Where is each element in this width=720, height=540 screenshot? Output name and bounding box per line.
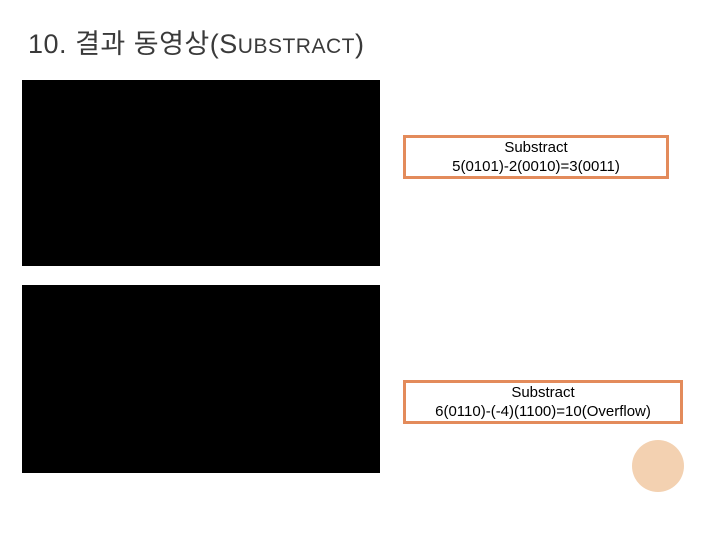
title-paren-close: ) bbox=[355, 29, 365, 59]
slide-title: 10. 결과 동영상(SUBSTRACT) bbox=[28, 22, 364, 61]
title-cap-s: S bbox=[219, 29, 238, 59]
title-paren-open: ( bbox=[210, 29, 220, 59]
label-top-line2: 5(0101)-2(0010)=3(0011) bbox=[452, 157, 620, 177]
label-bottom-line1: Substract bbox=[511, 383, 574, 403]
title-korean: 결과 동영상 bbox=[75, 29, 210, 59]
title-rest: UBSTRACT bbox=[238, 35, 355, 58]
video-panel-bottom bbox=[22, 285, 380, 473]
label-top-line1: Substract bbox=[504, 138, 567, 158]
label-box-bottom: Substract 6(0110)-(-4)(1100)=10(Overflow… bbox=[403, 380, 683, 424]
title-number: 10. bbox=[28, 29, 67, 59]
label-box-top: Substract 5(0101)-2(0010)=3(0011) bbox=[403, 135, 669, 179]
circle-accent bbox=[632, 440, 684, 492]
slide: 10. 결과 동영상(SUBSTRACT) Substract 5(0101)-… bbox=[0, 0, 720, 540]
label-bottom-line2: 6(0110)-(-4)(1100)=10(Overflow) bbox=[435, 402, 651, 422]
video-panel-top bbox=[22, 80, 380, 266]
